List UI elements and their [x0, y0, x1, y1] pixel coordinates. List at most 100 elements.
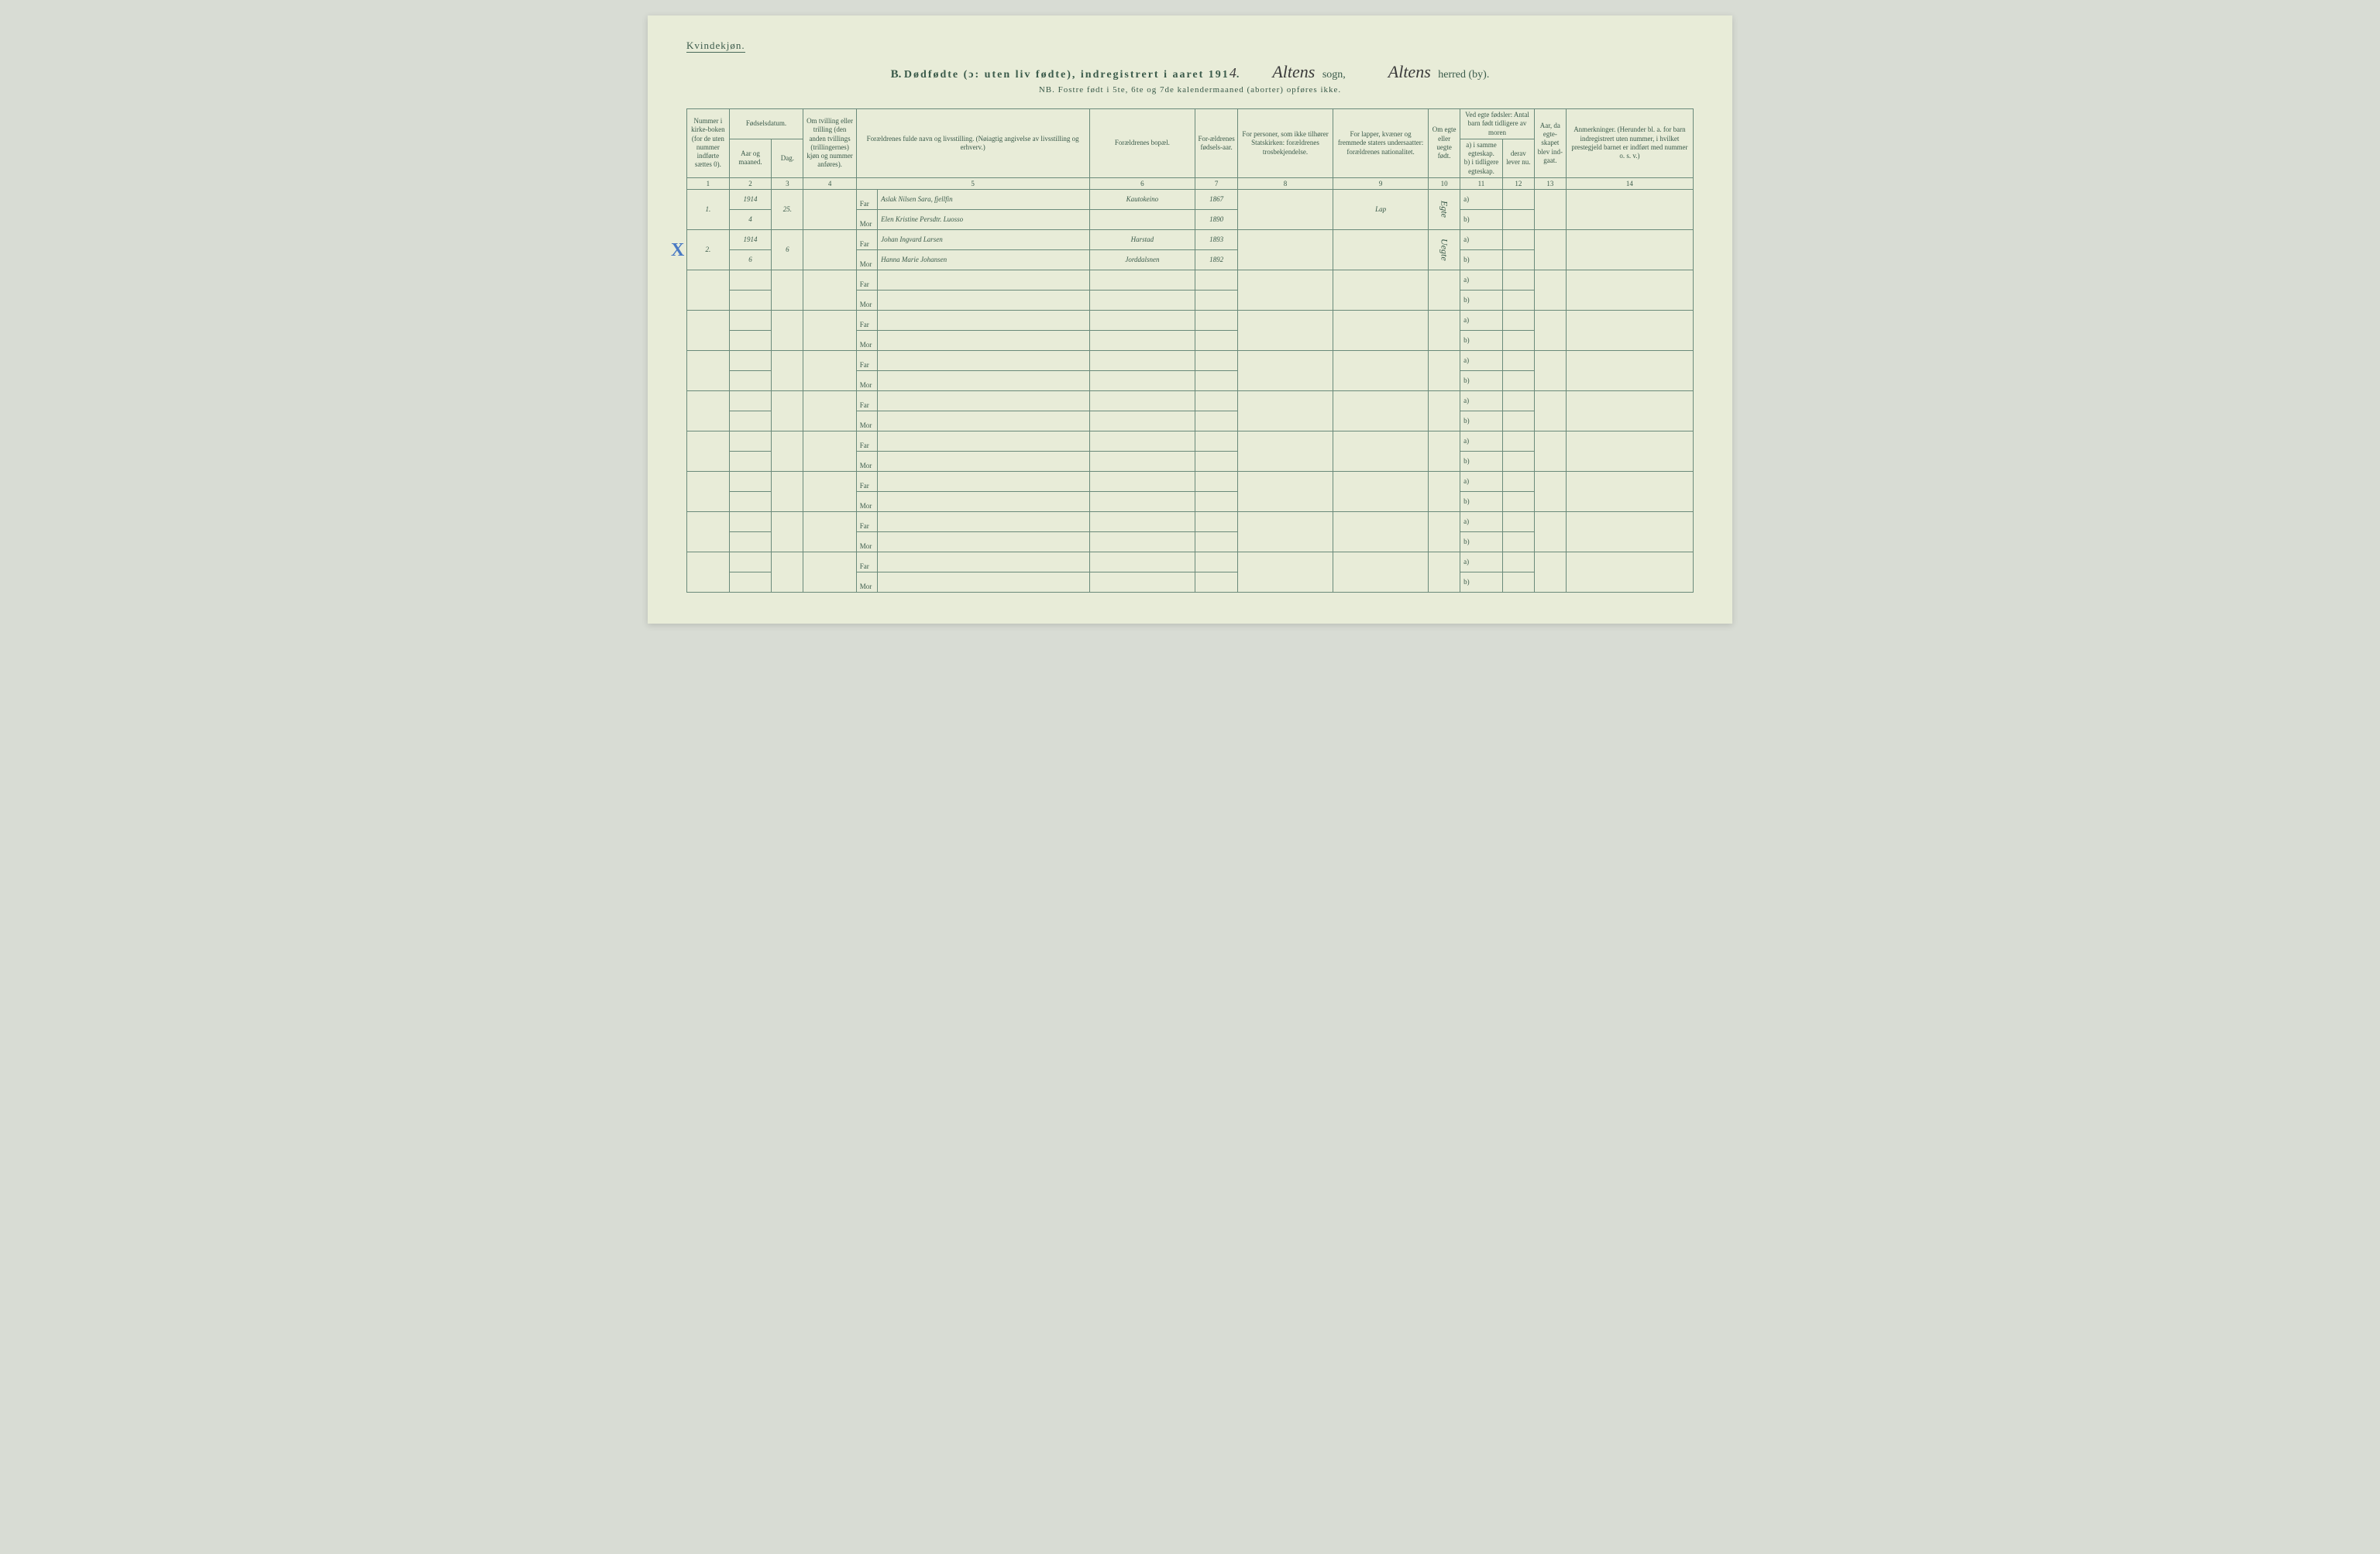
cell-egte: Egte [1429, 189, 1460, 229]
header-col7: For-ældrenes fødsels-aar. [1195, 109, 1238, 178]
cell-mor-name [878, 451, 1089, 471]
header-col11a: a) i samme egteskap.b) i tidligere egtes… [1460, 139, 1503, 177]
cell-b: b) [1460, 249, 1503, 270]
cell-egteskap-aar [1534, 350, 1566, 390]
cell-aar-mor [1195, 531, 1238, 552]
cell-anm [1566, 350, 1693, 390]
cell-tros [1237, 270, 1333, 310]
cell-nat [1333, 552, 1429, 592]
cell-nat [1333, 350, 1429, 390]
nb-line: NB. Fostre født i 5te, 6te og 7de kalend… [686, 85, 1694, 95]
cell-a: a) [1460, 310, 1503, 330]
cell-nat [1333, 511, 1429, 552]
cell-mor-name [878, 370, 1089, 390]
margin-x-mark: X [671, 240, 684, 261]
table-row-far: Fara) [687, 270, 1694, 290]
cell-aar-far [1195, 431, 1238, 451]
cell-maaned [729, 330, 772, 350]
cell-bopael-mor [1089, 491, 1195, 511]
cell-nat [1333, 390, 1429, 431]
cell-aar-mor [1195, 370, 1238, 390]
cell-maaned [729, 290, 772, 310]
cell-anm [1566, 390, 1693, 431]
cell-aar-mor [1195, 451, 1238, 471]
cell-aar [729, 552, 772, 572]
section-letter: B. [891, 68, 902, 81]
ledger-body: 1.191425.FarAslak Nilsen Sara, fjellfinK… [687, 189, 1694, 592]
cell-egteskap-aar [1534, 229, 1566, 270]
cell-aar-far [1195, 390, 1238, 411]
header-col4: Om tvilling eller trilling (den anden tv… [803, 109, 856, 178]
cell-tros [1237, 189, 1333, 229]
cell-b: b) [1460, 531, 1503, 552]
herred-label: herred (by). [1438, 69, 1489, 81]
cell-bopael-far [1089, 511, 1195, 531]
cell-bopael-mor [1089, 411, 1195, 431]
label-mor: Mor [856, 572, 877, 592]
cell-aar-mor: 1892 [1195, 249, 1238, 270]
cell-aar: 1914 [729, 229, 772, 249]
cell-aar-mor: 1890 [1195, 209, 1238, 229]
title-line: B. Dødfødte (ɔ: uten liv fødte), indregi… [686, 62, 1694, 82]
cell-a: a) [1460, 431, 1503, 451]
cell-nat [1333, 431, 1429, 471]
herred-handwritten: Altens [1388, 62, 1431, 82]
cell-maaned [729, 411, 772, 431]
cell-mor-name [878, 330, 1089, 350]
cell-egteskap-aar [1534, 189, 1566, 229]
sogn-label: sogn, [1322, 69, 1346, 81]
cell-mor-name [878, 411, 1089, 431]
sogn-handwritten: Altens [1272, 62, 1315, 82]
cell-egteskap-aar [1534, 310, 1566, 350]
cell-anm [1566, 511, 1693, 552]
cell-egte [1429, 390, 1460, 431]
cell-aar [729, 390, 772, 411]
cell-aar [729, 310, 772, 330]
cell-a: a) [1460, 350, 1503, 370]
header-col2-top: Fødselsdatum. [729, 109, 803, 139]
cell-anm [1566, 189, 1693, 229]
cell-b: b) [1460, 491, 1503, 511]
header-col10: Om egte eller uegte født. [1429, 109, 1460, 178]
table-row-far: Fara) [687, 471, 1694, 491]
cell-dag [772, 310, 803, 350]
cell-egteskap-aar [1534, 511, 1566, 552]
cell-mor-name [878, 531, 1089, 552]
header-col6: Forældrenes bopæl. [1089, 109, 1195, 178]
cell-tros [1237, 511, 1333, 552]
label-mor: Mor [856, 370, 877, 390]
label-far: Far [856, 552, 877, 572]
table-row-far: 2.19146FarJohan Ingvard LarsenHarstad189… [687, 229, 1694, 249]
table-row-far: Fara) [687, 552, 1694, 572]
cell-aar-mor [1195, 411, 1238, 431]
cell-b: b) [1460, 411, 1503, 431]
cell-derav-b [1502, 209, 1534, 229]
cell-dag [772, 552, 803, 592]
cell-derav-a [1502, 390, 1534, 411]
cell-b: b) [1460, 451, 1503, 471]
cell-anm [1566, 471, 1693, 511]
cell-bopael-far [1089, 350, 1195, 370]
ledger-table: Nummer i kirke-boken (for de uten nummer… [686, 108, 1694, 593]
cell-aar-far [1195, 270, 1238, 290]
label-mor: Mor [856, 491, 877, 511]
cell-derav-b [1502, 491, 1534, 511]
year-suffix: 4 [1230, 65, 1236, 81]
cell-dag [772, 511, 803, 552]
cell-anm [1566, 552, 1693, 592]
cell-mor-name [878, 290, 1089, 310]
cell-b: b) [1460, 209, 1503, 229]
cell-derav-b [1502, 330, 1534, 350]
cell-aar-far [1195, 511, 1238, 531]
cell-aar-mor [1195, 491, 1238, 511]
table-row-far: Fara) [687, 390, 1694, 411]
cell-aar-mor [1195, 572, 1238, 592]
header-col2b: Dag. [772, 139, 803, 177]
cell-num: 2. [687, 229, 730, 270]
cell-mor-name [878, 572, 1089, 592]
cell-num: 1. [687, 189, 730, 229]
cell-far-name [878, 270, 1089, 290]
table-row-far: 1.191425.FarAslak Nilsen Sara, fjellfinK… [687, 189, 1694, 209]
cell-aar-mor [1195, 290, 1238, 310]
label-far: Far [856, 511, 877, 531]
